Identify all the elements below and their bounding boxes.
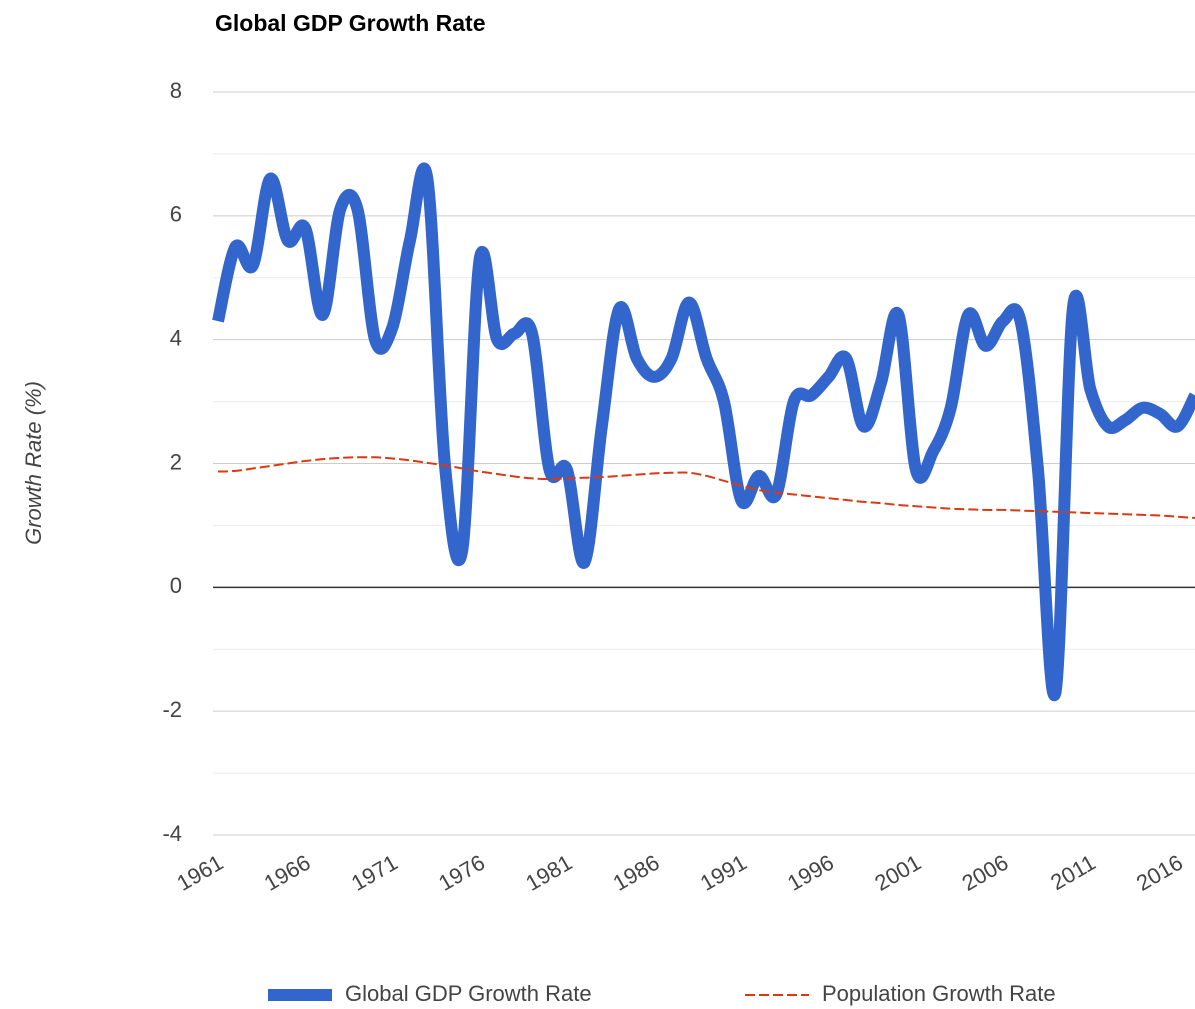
- series-line: [217, 456, 1195, 519]
- x-tick-label: 1996: [783, 850, 838, 896]
- chart-title: Global GDP Growth Rate: [215, 10, 486, 36]
- y-tick-label: -4: [162, 821, 182, 846]
- legend-label: Global GDP Growth Rate: [345, 981, 592, 1006]
- series-line: [212, 162, 1195, 702]
- x-tick-label: 1966: [260, 850, 315, 896]
- y-tick-label: 6: [170, 202, 182, 227]
- x-tick-label: 1961: [173, 850, 228, 896]
- y-tick-label: 8: [170, 78, 182, 103]
- x-tick-label: 2001: [870, 850, 925, 896]
- y-tick-label: -2: [162, 697, 182, 722]
- x-tick-label: 1981: [521, 850, 576, 896]
- y-tick-label: 4: [170, 325, 182, 350]
- legend-label: Population Growth Rate: [822, 981, 1056, 1006]
- x-tick-label: 1971: [347, 850, 402, 896]
- y-tick-label: 2: [170, 449, 182, 474]
- x-tick-label: 2016: [1132, 850, 1187, 896]
- x-tick-label: 1986: [609, 850, 664, 896]
- y-axis-label: Growth Rate (%): [21, 381, 46, 545]
- x-tick-label: 1991: [696, 850, 751, 896]
- y-tick-label: 0: [170, 573, 182, 598]
- x-tick-label: 2006: [958, 850, 1013, 896]
- x-tick-label: 2011: [1046, 850, 1099, 895]
- x-tick-label: 1976: [434, 850, 489, 896]
